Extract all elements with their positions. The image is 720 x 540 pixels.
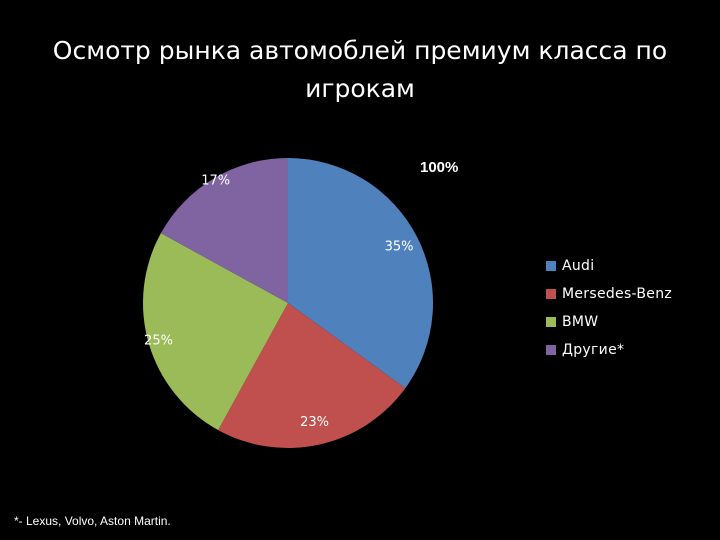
pie-data-labels: 35% 23% 25% 17% [144, 174, 414, 430]
legend-label: Другие* [562, 342, 625, 358]
legend-swatch [546, 317, 556, 327]
chart-title: Осмотр рынка автомоблей премиум класса п… [52, 36, 668, 103]
legend-item: BMW [546, 308, 672, 336]
legend-swatch [546, 261, 556, 271]
legend-label: BMW [562, 314, 599, 330]
data-label: 25% [144, 334, 173, 349]
legend-swatch [546, 345, 556, 355]
legend-item: Mersedes-Benz [546, 280, 672, 308]
legend-item: Audi [546, 252, 672, 280]
pie-slice-другие [160, 158, 288, 303]
pie-slices [143, 158, 433, 448]
legend: Audi Mersedes-Benz BMW Другие* [546, 252, 672, 364]
data-label: 35% [385, 239, 414, 254]
pie-slice-mersedes-benz [218, 303, 406, 448]
legend-swatch [546, 289, 556, 299]
legend-item: Другие* [546, 336, 672, 364]
data-label: 23% [300, 415, 329, 430]
total-label: 100% [420, 159, 458, 176]
data-label: 17% [201, 174, 230, 189]
footnote: *- Lexus, Volvo, Aston Martin. [14, 514, 171, 528]
legend-label: Audi [562, 258, 595, 274]
legend-label: Mersedes-Benz [562, 286, 673, 302]
pie-slice-audi [288, 158, 433, 389]
pie-slice-bmw [143, 233, 288, 431]
